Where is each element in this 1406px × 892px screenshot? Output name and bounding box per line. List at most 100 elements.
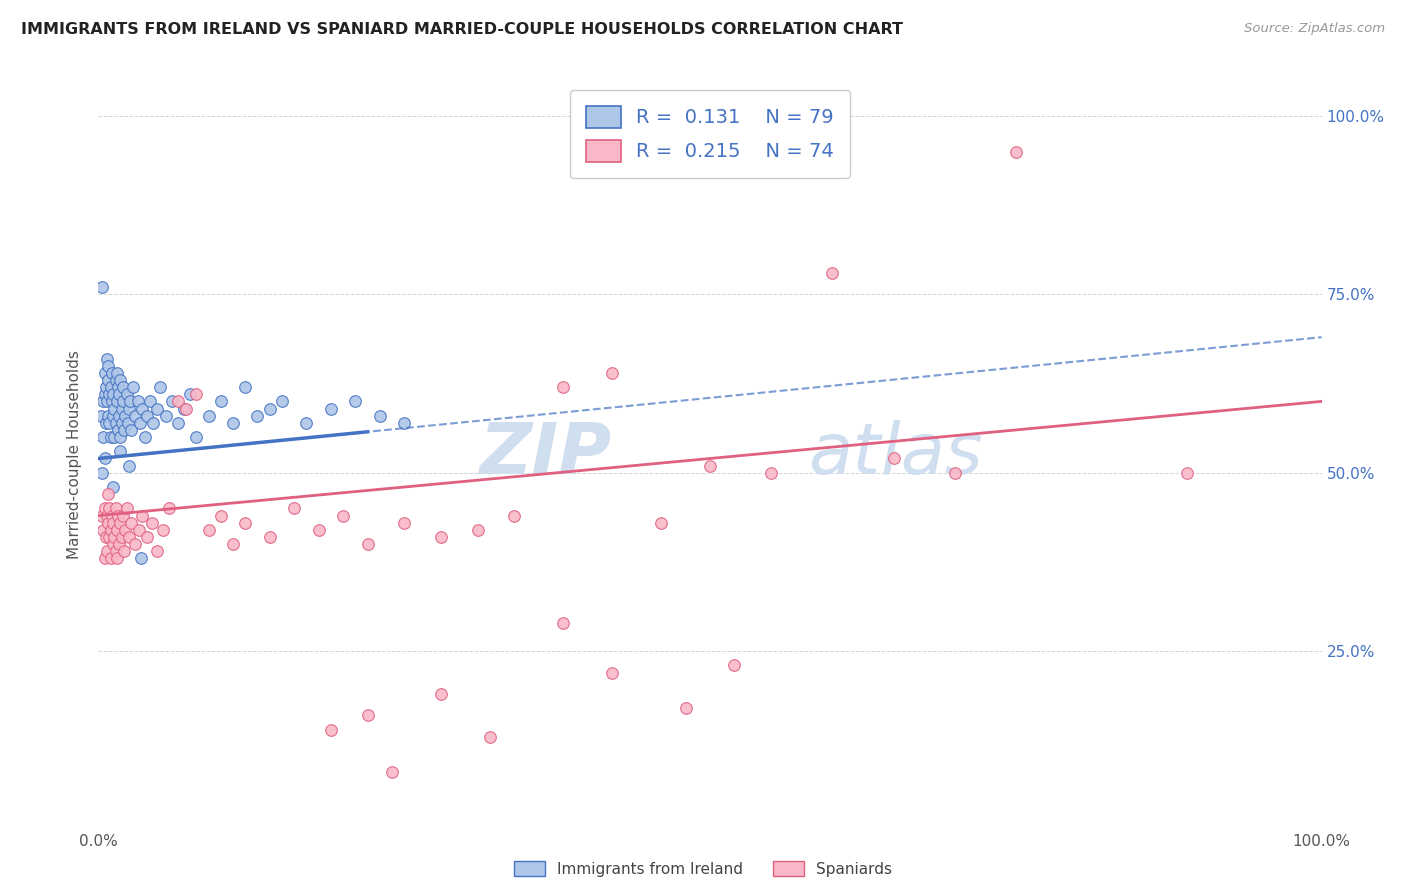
Point [91,523,114,537]
Point [368,409,391,423]
Point [131,401,153,416]
Point [107,423,129,437]
Point [94,416,117,430]
Point [111,380,134,394]
Point [112,544,135,558]
Point [93,387,115,401]
Point [112,423,135,437]
Point [152,523,174,537]
Point [167,416,190,430]
Legend: R =  0.131    N = 79, R =  0.215    N = 74: R = 0.131 N = 79, R = 0.215 N = 74 [571,90,849,178]
Point [430,530,453,544]
Point [128,523,150,537]
Point [134,430,156,444]
Point [103,430,125,444]
Point [259,401,281,416]
Point [111,508,134,523]
Point [93,366,115,380]
Point [381,765,404,780]
Point [93,451,115,466]
Point [98,501,121,516]
Point [139,394,162,409]
Point [104,544,127,558]
Point [97,516,120,530]
Point [270,394,294,409]
Point [650,516,672,530]
Point [105,551,128,566]
Point [883,451,905,466]
Point [283,501,305,516]
Point [107,380,129,394]
Point [107,508,129,523]
Point [600,665,623,680]
Point [114,409,136,423]
Point [96,544,118,558]
Point [146,401,169,416]
Point [114,523,136,537]
Point [101,387,124,401]
Point [821,266,844,280]
Point [101,366,124,380]
Point [96,508,118,523]
Point [103,401,125,416]
Point [104,416,127,430]
Point [222,416,245,430]
Point [149,380,172,394]
Point [110,516,132,530]
Point [344,394,367,409]
Point [1175,466,1198,480]
Point [110,430,132,444]
Point [118,401,141,416]
Point [146,544,169,558]
Point [503,508,526,523]
Point [105,366,128,380]
Text: IMMIGRANTS FROM IRELAND VS SPANIARD MARRIED-COUPLE HOUSEHOLDS CORRELATION CHART: IMMIGRANTS FROM IRELAND VS SPANIARD MARR… [21,22,903,37]
Point [553,380,575,394]
Point [91,508,114,523]
Point [233,516,256,530]
Point [118,530,141,544]
Point [91,430,114,444]
Point [100,380,122,394]
Point [222,537,245,551]
Point [160,394,183,409]
Point [98,416,121,430]
Point [167,394,190,409]
Point [117,416,139,430]
Point [115,387,138,401]
Point [136,409,159,423]
Point [129,551,152,566]
Point [127,394,149,409]
Point [91,466,114,480]
Point [96,394,118,409]
Point [675,701,697,715]
Point [91,280,114,294]
Point [110,373,132,387]
Point [101,516,124,530]
Point [108,537,131,551]
Point [179,387,201,401]
Text: atlas: atlas [808,420,983,490]
Point [100,523,122,537]
Point [259,530,281,544]
Point [392,516,416,530]
Point [197,523,219,537]
Point [186,430,208,444]
Legend: Immigrants from Ireland, Spaniards: Immigrants from Ireland, Spaniards [506,853,900,884]
Point [209,394,232,409]
Point [97,487,120,501]
Point [111,401,134,416]
Text: Source: ZipAtlas.com: Source: ZipAtlas.com [1244,22,1385,36]
Point [108,409,131,423]
Point [97,373,120,387]
Point [115,501,138,516]
Point [104,501,127,516]
Point [173,401,195,416]
Point [120,516,142,530]
Point [91,394,114,409]
Point [100,551,122,566]
Point [111,416,134,430]
Point [392,416,416,430]
Point [121,380,143,394]
Point [101,394,124,409]
